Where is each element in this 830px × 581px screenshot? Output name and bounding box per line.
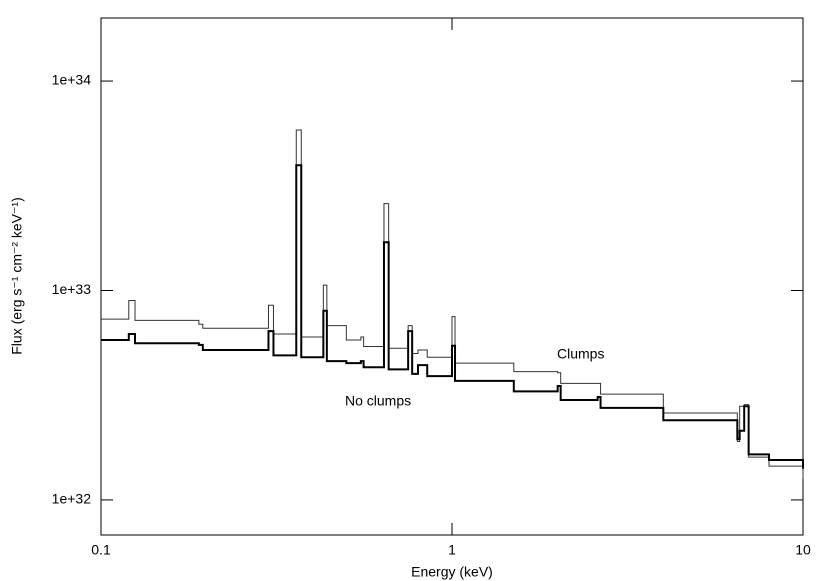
step-line [101,129,804,479]
y-tick-label: 1e+34 [52,72,92,88]
x-tick-label: 1 [448,542,456,558]
step-line [101,164,804,469]
y-axis-label: Flux (erg s⁻¹ cm⁻² keV⁻¹) [9,197,25,355]
x-tick-label: 0.1 [91,542,111,558]
series-label: No clumps [345,393,411,409]
y-tick-label: 1e+33 [52,281,92,297]
x-axis-label: Energy (keV) [411,564,493,580]
x-tick-label: 10 [795,542,811,558]
plot-frame [100,17,804,536]
series-label: Clumps [557,346,604,362]
y-tick-label: 1e+32 [52,491,92,507]
